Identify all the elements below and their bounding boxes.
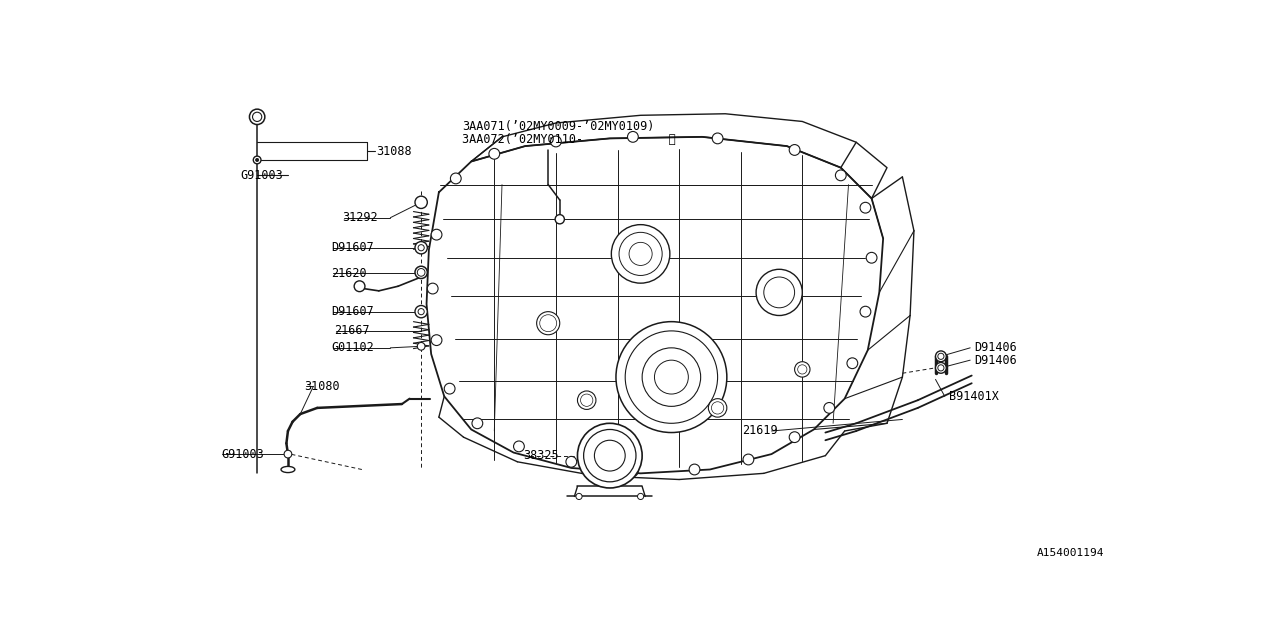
Circle shape [250,109,265,125]
Circle shape [594,440,625,471]
Ellipse shape [282,467,294,472]
Circle shape [256,159,259,161]
Circle shape [860,202,870,213]
Circle shape [936,362,946,373]
Circle shape [536,312,559,335]
Circle shape [860,307,870,317]
Circle shape [764,277,795,308]
Circle shape [431,335,442,346]
Circle shape [612,225,669,283]
Circle shape [742,454,754,465]
Text: B91401X: B91401X [948,390,998,403]
Circle shape [795,362,810,377]
Circle shape [451,173,461,184]
Text: 31292: 31292 [342,211,378,224]
Circle shape [637,493,644,500]
Circle shape [627,466,639,476]
Circle shape [712,402,723,414]
Text: G91003: G91003 [241,169,283,182]
Circle shape [472,418,483,429]
Circle shape [654,360,689,394]
Circle shape [419,308,424,315]
Circle shape [415,305,428,318]
Circle shape [756,269,803,316]
Circle shape [689,464,700,475]
Circle shape [415,196,428,209]
Circle shape [616,322,727,433]
Circle shape [628,243,652,266]
Circle shape [581,394,593,406]
Circle shape [620,232,662,275]
Text: D91607: D91607 [332,305,374,318]
Text: 3AA071(’02MY0009-’02MY0109): 3AA071(’02MY0009-’02MY0109) [462,120,654,133]
Circle shape [790,145,800,156]
Circle shape [419,244,424,251]
Circle shape [355,281,365,292]
Circle shape [847,358,858,369]
Text: 31080: 31080 [305,380,339,393]
Circle shape [797,365,806,374]
Circle shape [643,348,700,406]
Circle shape [550,136,562,147]
Circle shape [556,214,564,224]
Circle shape [625,331,718,423]
Circle shape [836,170,846,180]
Text: D91406: D91406 [974,341,1016,355]
Text: 21667: 21667 [334,324,370,337]
Circle shape [577,423,643,488]
Circle shape [824,403,835,413]
Circle shape [415,241,428,254]
Circle shape [540,315,557,332]
Text: G01102: G01102 [332,341,374,355]
Circle shape [253,156,261,164]
Circle shape [489,148,499,159]
Circle shape [417,269,425,276]
Circle shape [577,391,596,410]
Text: 3AA072(’02MY0110-            〉: 3AA072(’02MY0110- 〉 [462,133,676,147]
Circle shape [867,252,877,263]
Text: G91003: G91003 [221,447,264,461]
Text: 38325: 38325 [524,449,559,462]
Circle shape [936,351,946,362]
Circle shape [417,342,425,350]
Circle shape [627,131,639,142]
Circle shape [444,383,454,394]
Text: 31088: 31088 [376,145,412,158]
Circle shape [576,493,582,500]
Circle shape [252,112,262,122]
Circle shape [284,451,292,458]
Circle shape [790,432,800,442]
Text: D91406: D91406 [974,354,1016,367]
Circle shape [712,133,723,144]
Circle shape [513,441,525,452]
Circle shape [584,429,636,482]
Circle shape [428,283,438,294]
Circle shape [415,266,428,278]
Text: 21620: 21620 [332,267,366,280]
Circle shape [431,229,442,240]
Circle shape [566,456,577,467]
Circle shape [708,399,727,417]
Circle shape [938,353,943,360]
Text: D91607: D91607 [332,241,374,254]
Text: A154001194: A154001194 [1037,548,1105,557]
Circle shape [938,365,943,371]
Text: 21619: 21619 [742,424,778,438]
